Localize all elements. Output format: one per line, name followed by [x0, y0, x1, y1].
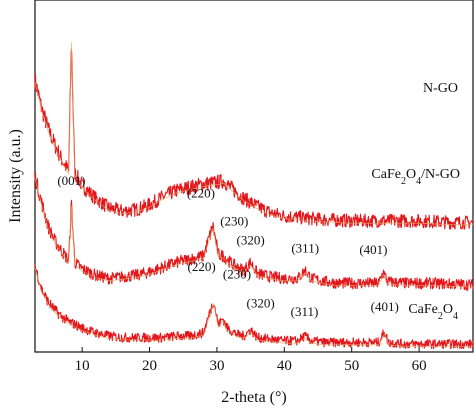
peak-label: (401) [359, 242, 387, 257]
y-axis-title: Intensity (a.u.) [7, 129, 24, 223]
x-tick-label: 60 [412, 358, 427, 374]
peak-label: (230) [220, 214, 248, 229]
x-tick-label: 10 [75, 358, 90, 374]
x-tick-label: 40 [277, 358, 292, 374]
series-layer [34, 42, 474, 350]
series-0-fit [34, 42, 473, 226]
series-1 [34, 172, 474, 291]
series-2-label: CaFe2O4 [408, 302, 458, 322]
label-layer: N-GO CaFe2O4/N-GO (001) (220) (230) (320) (311… [57, 81, 460, 322]
peak-label: (220) [187, 186, 215, 201]
peak-label: (230) [223, 266, 251, 281]
x-tick-label: 50 [344, 358, 359, 374]
series-1-pattern [34, 172, 474, 291]
peak-label: (401) [371, 299, 399, 314]
peak-label: (001) [57, 173, 85, 188]
peak-label: (320) [247, 296, 275, 311]
x-axis-title: 2-theta (°) [221, 389, 286, 406]
series-2 [34, 264, 474, 350]
x-tick-label: 20 [142, 358, 157, 374]
peak-label: (320) [237, 232, 265, 247]
series-2-fit [34, 267, 473, 347]
series-0 [34, 42, 474, 230]
series-0-pattern [34, 48, 474, 230]
peak-label: (220) [188, 259, 216, 274]
series-0-label: N-GO [423, 81, 458, 96]
peak-label: (311) [291, 240, 319, 255]
peak-label: (311) [291, 304, 319, 319]
x-axis: 10 20 30 40 50 60 [75, 347, 427, 374]
x-tick-label: 30 [209, 358, 224, 374]
series-1-label: CaFe2O4/N-GO [371, 167, 460, 187]
series-1-fit [34, 178, 474, 288]
